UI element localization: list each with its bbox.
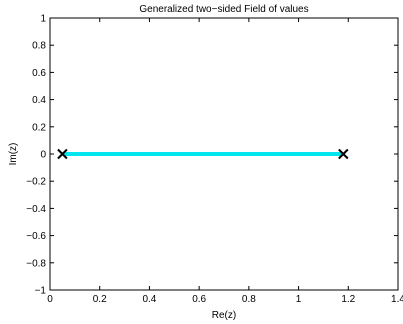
x-tick-label: 0	[47, 294, 53, 305]
y-tick-label: −0.6	[26, 231, 46, 242]
x-axis-ticks: 0 0.2 0.4 0.6 0.8 1 1.2 1.4	[47, 18, 403, 305]
y-tick-label: 0	[40, 150, 46, 161]
chart-title: Generalized two−sided Field of values	[139, 4, 308, 15]
x-marker	[57, 148, 68, 160]
y-tick-label: 0.2	[32, 122, 46, 133]
series-layer	[57, 148, 349, 160]
y-tick-label: −1	[35, 286, 47, 297]
x-tick-label: 1	[296, 294, 302, 305]
y-tick-label: 0.4	[32, 95, 46, 106]
x-tick-label: 0.6	[192, 294, 206, 305]
x-tick-label: 0.2	[93, 294, 107, 305]
y-tick-label: 0.6	[32, 68, 46, 79]
y-tick-label: −0.8	[26, 258, 46, 269]
x-tick-label: 0.4	[142, 294, 156, 305]
x-tick-label: 1.2	[341, 294, 355, 305]
y-tick-label: 1	[40, 14, 46, 25]
x-tick-label: 0.8	[242, 294, 256, 305]
x-tick-label: 1.4	[391, 294, 403, 305]
x-marker	[338, 148, 349, 160]
x-axis-label: Re(z)	[212, 310, 236, 321]
y-axis-label: Im(z)	[8, 143, 19, 166]
y-tick-label: 0.8	[32, 41, 46, 52]
y-axis-ticks: −1 −0.8 −0.6 −0.4 −0.2 0 0.2 0.4 0.6 0.8 1	[26, 14, 398, 297]
y-tick-label: −0.4	[26, 204, 46, 215]
y-tick-label: −0.2	[26, 177, 46, 188]
